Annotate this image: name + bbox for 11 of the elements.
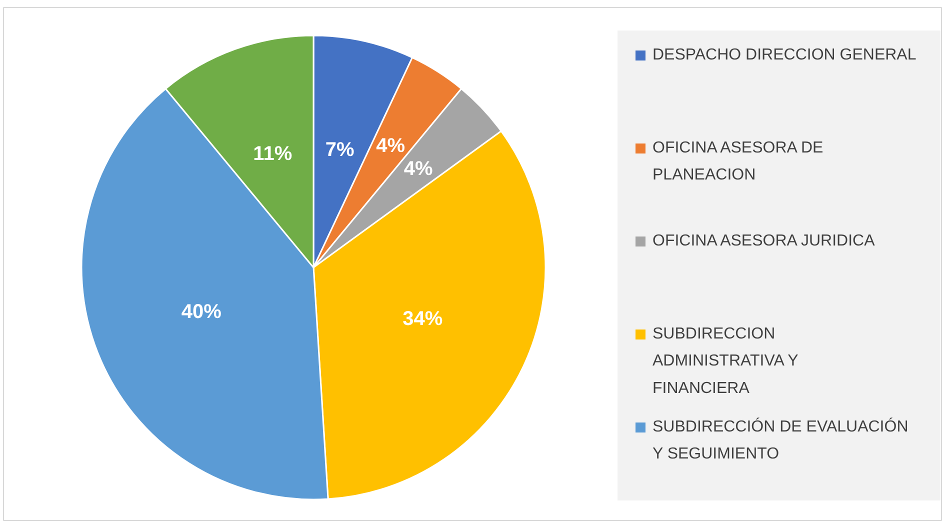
legend-label: DESPACHO DIRECCION GENERAL <box>652 46 916 64</box>
legend-label: OFICINA ASESORA DE PLANEACION <box>652 140 824 184</box>
data-label: 11% <box>253 142 292 165</box>
data-label: 4% <box>376 135 406 158</box>
legend-label: SUBDIRECCION ADMINISTRATIVA Y FINANCIERA <box>652 326 799 397</box>
legend-label: SUBDIRECCIÓN DE EVALUACIÓN Y SEGUIMIENTO <box>652 418 908 463</box>
data-label: 40% <box>181 300 222 323</box>
legend-label: OFICINA ASESORA JURIDICA <box>652 232 876 250</box>
data-label: 4% <box>404 158 434 180</box>
data-label: 7% <box>325 138 354 161</box>
data-label: 34% <box>402 308 443 330</box>
